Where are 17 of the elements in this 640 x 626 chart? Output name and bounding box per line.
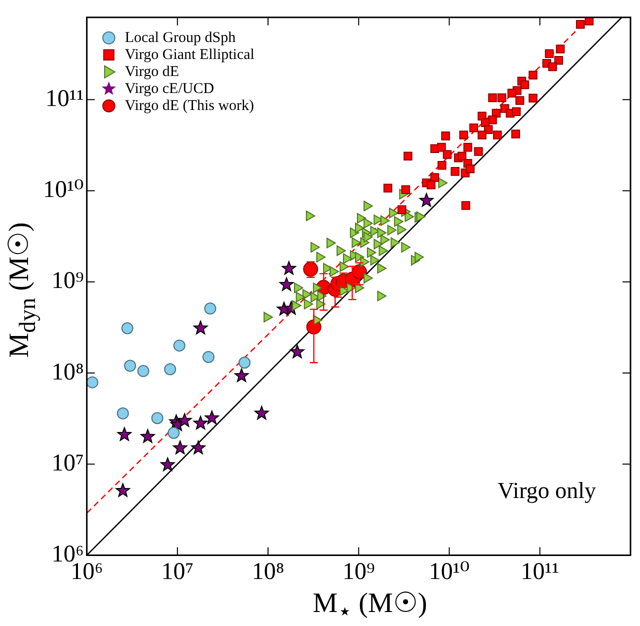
x-tick-label: 10¹⁰ [428, 558, 470, 585]
x-axis-title: M$_{⋆}$ (M☉) [312, 587, 428, 626]
x-tick-label: 10¹¹ [520, 558, 560, 585]
y-tick-label: 10¹⁰ [42, 177, 84, 204]
x-tick-label: 10⁹ [342, 558, 375, 585]
y-tick-label: 10¹¹ [45, 86, 84, 112]
legend-label: Virgo dE [124, 64, 180, 80]
y-tick-label: 10⁹ [51, 268, 84, 294]
legend-label: Virgo Giant Elliptical [124, 46, 254, 63]
annotation: Virgo only [497, 478, 596, 504]
y-tick-label: 10⁸ [51, 359, 84, 386]
y-tick-label: 10⁷ [51, 450, 84, 476]
legend-label: Virgo cE/UCD [124, 80, 214, 97]
x-tick-label: 10⁷ [161, 558, 194, 585]
legend-label: Virgo dE (This work) [124, 98, 254, 114]
legend-label: Local Group dSph [124, 30, 236, 46]
x-tick-label: 10⁸ [252, 558, 284, 585]
